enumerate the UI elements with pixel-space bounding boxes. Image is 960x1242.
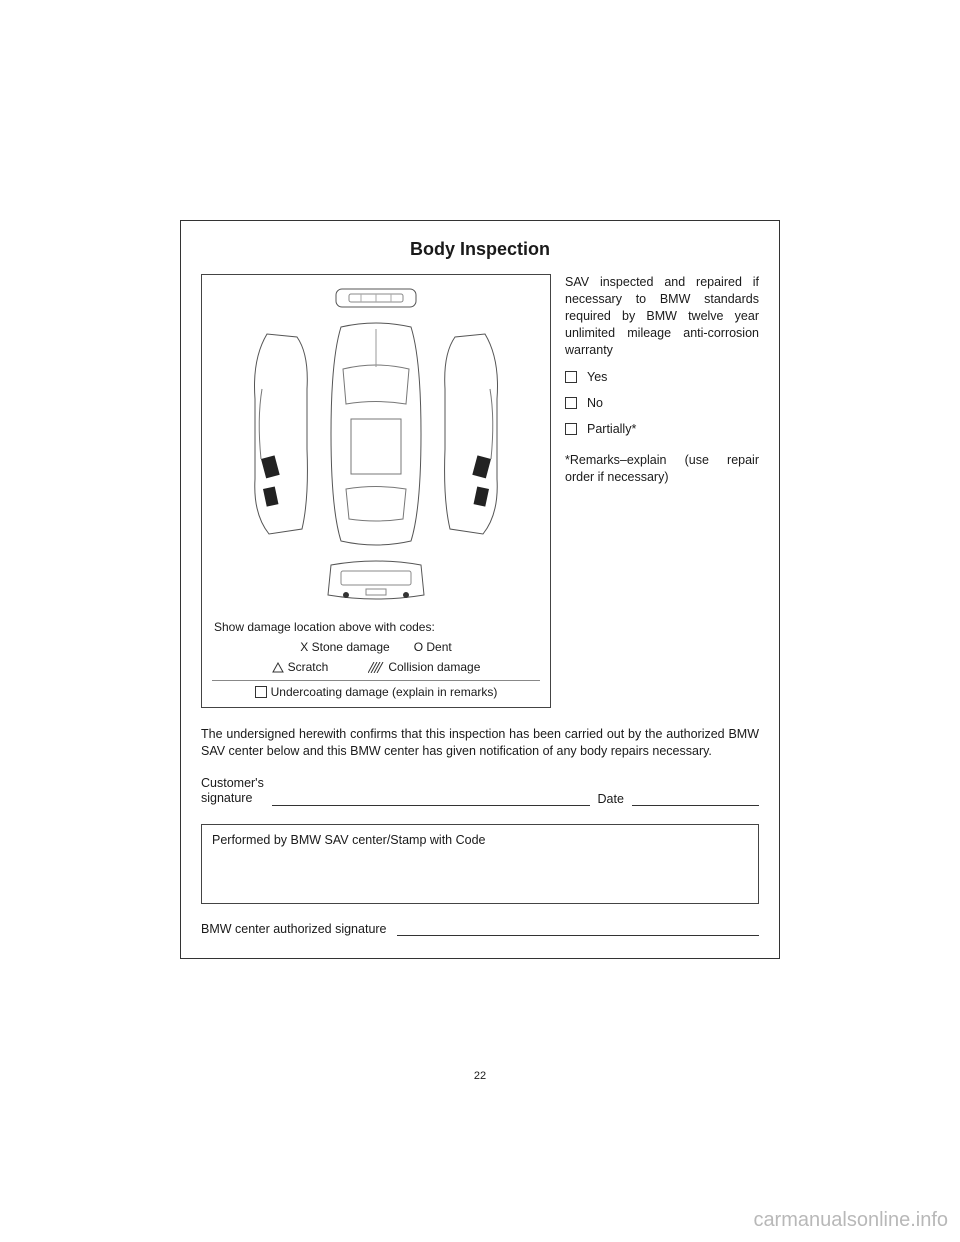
vehicle-mid-row [247,319,505,549]
watermark: carmanualsonline.info [753,1209,948,1232]
option-no: No [565,396,759,410]
inspection-form: Body Inspection [180,220,780,959]
stamp-box[interactable]: Performed by BMW SAV center/Stamp with C… [201,824,759,904]
divider [212,680,540,681]
remarks-note: *Remarks–explain (use repair order if ne… [565,452,759,486]
rear-view-icon [316,555,436,610]
upper-section: Show damage location above with codes: X… [201,274,759,708]
page-title: Body Inspection [201,239,759,260]
code-collision-label: Collision damage [388,660,480,674]
date-line[interactable] [632,794,759,806]
code-collision: Collision damage [368,660,480,674]
inspection-intro: SAV inspected and repaired if necessary … [565,274,759,358]
undercoat-row: Undercoating damage (explain in remarks) [208,685,544,701]
code-dent: O Dent [414,640,452,654]
option-yes-label: Yes [587,370,607,384]
option-no-label: No [587,396,603,410]
auth-sig-label: BMW center authorized signature [201,922,387,936]
front-bumper-icon [331,283,421,313]
checkbox-no[interactable] [565,397,577,409]
codes-row-1: X Stone damage O Dent [208,640,544,654]
auth-signature-row: BMW center authorized signature [201,922,759,936]
checkbox-icon[interactable] [255,686,267,698]
vehicle-diagram [208,283,544,610]
checkbox-partial[interactable] [565,423,577,435]
right-panel-icon [435,329,505,539]
date-label: Date [598,792,624,806]
customer-sig-line[interactable] [272,794,590,806]
left-panel-icon [247,329,317,539]
checkbox-yes[interactable] [565,371,577,383]
triangle-icon [272,662,284,673]
signature-row: Customer's signature Date [201,776,759,806]
hatch-icon [368,662,384,673]
stamp-label: Performed by BMW SAV center/Stamp with C… [212,833,485,847]
confirmation-text: The undersigned herewith confirms that t… [201,726,759,760]
top-view-icon [321,319,431,549]
customer-sig-label: Customer's signature [201,776,264,806]
code-scratch-label: Scratch [288,660,329,674]
code-scratch: Scratch [272,660,329,674]
option-partial: Partially* [565,422,759,436]
auth-sig-line[interactable] [397,924,759,936]
option-partial-label: Partially* [587,422,636,436]
right-column: SAV inspected and repaired if necessary … [565,274,759,708]
diagram-box: Show damage location above with codes: X… [201,274,551,708]
option-yes: Yes [565,370,759,384]
undercoat-check: Undercoating damage (explain in remarks) [255,685,498,699]
page-number: 22 [0,1070,960,1082]
codes-intro: Show damage location above with codes: [208,620,544,634]
code-stone-damage: X Stone damage [300,640,389,654]
codes-row-2: Scratch Collision damage [208,660,544,674]
undercoat-label: Undercoating damage (explain in remarks) [271,685,498,699]
